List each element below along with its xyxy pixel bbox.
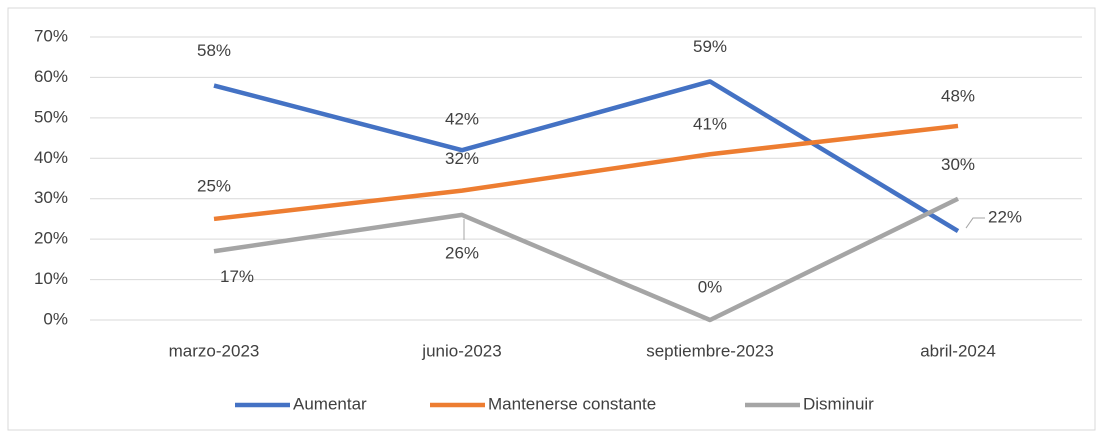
data-label: 59%: [693, 37, 727, 56]
data-label: 32%: [445, 149, 479, 168]
y-tick-label: 0%: [43, 309, 68, 328]
data-label: 48%: [941, 86, 975, 105]
series-line: [213, 79, 960, 233]
legend-label: Mantenerse constante: [488, 394, 656, 413]
x-tick-label: septiembre-2023: [646, 341, 774, 360]
series-line: [213, 123, 959, 222]
y-tick-label: 10%: [34, 269, 68, 288]
y-tick-label: 50%: [34, 107, 68, 126]
legend-label: Aumentar: [293, 394, 367, 413]
data-label: 58%: [197, 41, 231, 60]
y-tick-label: 30%: [34, 188, 68, 207]
data-label: 0%: [698, 277, 723, 296]
data-label: 22%: [988, 208, 1022, 227]
chart-border: [7, 7, 1096, 431]
x-tick-label: abril-2024: [920, 341, 996, 360]
legend-label: Disminuir: [803, 394, 874, 413]
data-label: 17%: [220, 267, 254, 286]
y-tick-label: 20%: [34, 229, 68, 248]
data-label: 30%: [941, 155, 975, 174]
data-label: 41%: [693, 115, 727, 134]
x-tick-label: junio-2023: [421, 341, 501, 360]
data-label: 25%: [197, 176, 231, 195]
x-tick-label: marzo-2023: [169, 341, 260, 360]
data-label: 26%: [445, 243, 479, 262]
leader-line: [965, 217, 985, 229]
series-line: [213, 196, 959, 323]
data-label: 42%: [445, 110, 479, 129]
y-tick-label: 40%: [34, 148, 68, 167]
y-tick-label: 60%: [34, 67, 68, 86]
y-tick-label: 70%: [34, 26, 68, 45]
